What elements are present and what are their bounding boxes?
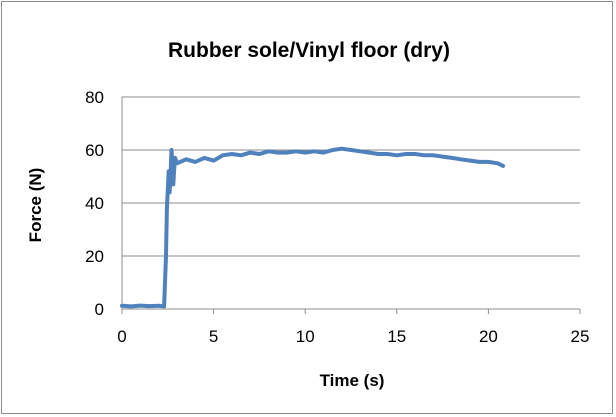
x-tick-label-20: 20 — [479, 327, 498, 346]
tick-labels: 0 20 40 60 80 0 5 10 15 20 25 — [85, 88, 589, 346]
axes — [121, 97, 581, 314]
y-tick-label-20: 20 — [85, 247, 104, 266]
x-tick-label-5: 5 — [209, 327, 218, 346]
y-axis-title: Force (N) — [26, 168, 45, 243]
x-tick-label-10: 10 — [296, 327, 315, 346]
x-axis-title: Time (s) — [320, 371, 385, 390]
x-tick-label-25: 25 — [571, 327, 590, 346]
y-tick-label-0: 0 — [95, 300, 104, 319]
x-tick-label-15: 15 — [387, 327, 406, 346]
series-line-0 — [120, 146, 506, 309]
y-tick-label-80: 80 — [85, 88, 104, 107]
chart-title: Rubber sole/Vinyl floor (dry) — [168, 39, 450, 62]
y-tick-label-40: 40 — [85, 194, 104, 213]
series-group — [120, 146, 506, 309]
x-tick-label-0: 0 — [117, 327, 126, 346]
gridlines — [122, 96, 580, 257]
y-tick-label-60: 60 — [85, 141, 104, 160]
